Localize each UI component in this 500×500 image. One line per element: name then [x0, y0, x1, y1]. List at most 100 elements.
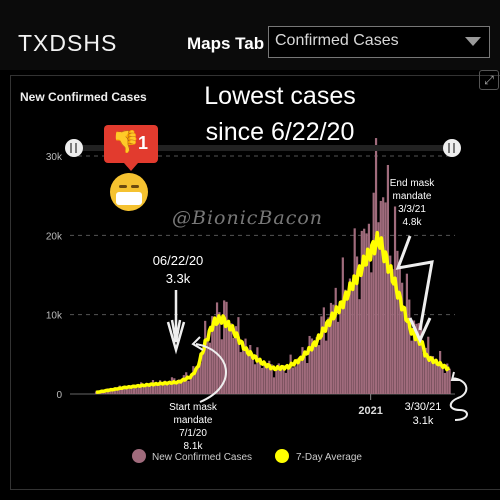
case-bar[interactable] — [408, 299, 411, 394]
case-bar[interactable] — [256, 347, 259, 394]
case-bar[interactable] — [382, 197, 385, 394]
case-bar[interactable] — [218, 312, 221, 394]
case-bar[interactable] — [325, 340, 328, 394]
case-bar[interactable] — [436, 361, 439, 394]
case-bar[interactable] — [294, 366, 297, 394]
case-bar[interactable] — [443, 372, 446, 394]
case-bar[interactable] — [403, 310, 406, 394]
case-bar[interactable] — [287, 366, 290, 394]
case-bar[interactable] — [284, 372, 287, 394]
case-bar[interactable] — [239, 352, 242, 394]
case-bar[interactable] — [199, 362, 202, 394]
case-bar[interactable] — [360, 230, 363, 394]
case-bar[interactable] — [339, 307, 342, 394]
case-bar[interactable] — [242, 348, 245, 394]
case-bar[interactable] — [448, 368, 451, 394]
case-bar[interactable] — [261, 368, 264, 394]
case-bar[interactable] — [227, 328, 231, 394]
case-bar[interactable] — [439, 351, 442, 394]
case-bar[interactable] — [358, 299, 361, 394]
case-bar[interactable] — [289, 354, 292, 394]
case-bar[interactable] — [142, 385, 145, 394]
case-bar[interactable] — [185, 372, 188, 394]
case-bar[interactable] — [249, 345, 252, 394]
case-bar[interactable] — [161, 381, 164, 394]
case-bar[interactable] — [412, 320, 416, 394]
case-bar[interactable] — [374, 138, 378, 394]
case-bar[interactable] — [301, 347, 304, 394]
case-bar[interactable] — [299, 359, 302, 394]
case-bar[interactable] — [187, 380, 190, 394]
case-bar[interactable] — [370, 272, 373, 394]
case-bar[interactable] — [230, 323, 233, 394]
case-bar[interactable] — [420, 322, 423, 394]
case-bar[interactable] — [206, 336, 209, 394]
case-bar[interactable] — [344, 289, 347, 394]
case-bar[interactable] — [201, 353, 204, 394]
case-bar[interactable] — [415, 323, 418, 394]
case-bar[interactable] — [272, 377, 276, 394]
case-bar[interactable] — [353, 228, 356, 394]
case-bar[interactable] — [144, 384, 147, 394]
case-bar[interactable] — [237, 317, 240, 394]
case-bar[interactable] — [322, 307, 325, 394]
case-bar[interactable] — [182, 375, 185, 394]
case-bar[interactable] — [223, 300, 226, 394]
case-bar[interactable] — [429, 355, 432, 394]
case-bar[interactable] — [244, 338, 247, 394]
case-bar[interactable] — [175, 383, 178, 394]
case-bar[interactable] — [431, 356, 435, 394]
case-bar[interactable] — [211, 316, 214, 394]
case-bar[interactable] — [192, 366, 195, 394]
case-bar[interactable] — [346, 291, 349, 394]
case-bar[interactable] — [348, 278, 352, 394]
case-bar[interactable] — [232, 337, 235, 394]
case-bar[interactable] — [116, 388, 119, 394]
case-bar[interactable] — [396, 250, 399, 394]
case-bar[interactable] — [251, 359, 254, 394]
case-bar[interactable] — [177, 379, 181, 394]
case-bar[interactable] — [329, 302, 333, 394]
case-bar[interactable] — [367, 223, 371, 394]
case-bar[interactable] — [384, 202, 387, 394]
case-bar[interactable] — [317, 345, 321, 394]
case-bar[interactable] — [327, 317, 330, 394]
case-bar[interactable] — [393, 206, 397, 394]
case-bar[interactable] — [351, 283, 354, 394]
case-bar[interactable] — [137, 384, 140, 394]
case-bar[interactable] — [189, 374, 193, 394]
case-bar[interactable] — [265, 368, 268, 394]
case-bar[interactable] — [336, 321, 340, 394]
case-bar[interactable] — [391, 269, 394, 394]
case-bar[interactable] — [180, 379, 183, 394]
case-bar[interactable] — [173, 378, 176, 394]
case-bar[interactable] — [417, 323, 420, 394]
confirmed-cases-dropdown[interactable]: Confirmed Cases — [268, 26, 490, 58]
case-bar[interactable] — [401, 282, 404, 394]
case-bar[interactable] — [334, 287, 337, 394]
case-bar[interactable] — [410, 340, 413, 394]
case-bar[interactable] — [215, 302, 219, 394]
case-bar[interactable] — [154, 384, 157, 394]
expand-icon[interactable]: ⤢ — [479, 70, 499, 90]
case-bar[interactable] — [135, 388, 138, 394]
case-bar[interactable] — [220, 339, 223, 394]
case-bar[interactable] — [332, 304, 335, 394]
case-bar[interactable] — [405, 273, 408, 394]
case-bar[interactable] — [446, 363, 449, 394]
case-bar[interactable] — [130, 385, 133, 394]
case-bar[interactable] — [225, 301, 228, 394]
case-bar[interactable] — [441, 366, 444, 394]
case-bar[interactable] — [310, 338, 314, 394]
case-bar[interactable] — [296, 358, 299, 394]
case-bar[interactable] — [355, 256, 359, 394]
case-bar[interactable] — [427, 336, 430, 394]
case-bar[interactable] — [308, 335, 311, 394]
case-bar[interactable] — [303, 356, 306, 394]
case-bar[interactable] — [113, 388, 117, 394]
case-bar[interactable] — [246, 348, 250, 394]
case-bar[interactable] — [253, 364, 257, 394]
case-bar[interactable] — [379, 200, 382, 394]
case-bar[interactable] — [341, 257, 344, 394]
case-bar[interactable] — [158, 380, 162, 394]
